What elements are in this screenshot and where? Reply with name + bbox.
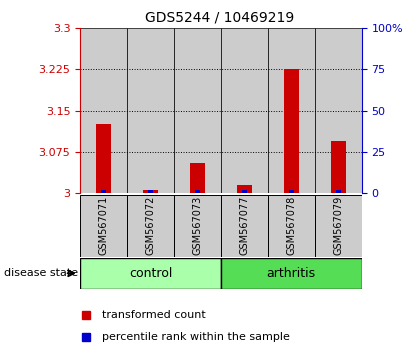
Bar [80,258,221,289]
Text: GSM567072: GSM567072 [145,196,155,255]
Bar [101,190,106,193]
Bar [174,195,221,257]
Bar [242,190,247,193]
Bar [237,185,252,193]
Bar [127,28,174,193]
Bar [221,195,268,257]
Bar [268,28,315,193]
Bar [143,190,158,193]
Text: GSM567079: GSM567079 [333,196,343,255]
Text: GSM567077: GSM567077 [239,196,249,255]
Bar [315,28,362,193]
Bar [315,195,362,257]
Bar [80,195,127,257]
Bar [289,190,293,193]
Text: percentile rank within the sample: percentile rank within the sample [102,332,290,342]
Text: GSM567071: GSM567071 [99,196,109,255]
Text: disease state: disease state [4,268,78,278]
Bar [284,69,299,193]
Bar [190,163,205,193]
Bar [127,195,174,257]
Bar [174,28,221,193]
Text: arthritis: arthritis [267,267,316,280]
Bar [148,190,153,193]
Bar [195,190,200,193]
Text: transformed count: transformed count [102,310,206,320]
Bar [80,28,127,193]
Bar [268,195,315,257]
Text: GSM567073: GSM567073 [192,196,203,255]
Bar [331,141,346,193]
Text: GSM567078: GSM567078 [286,196,296,255]
Bar [96,124,111,193]
Bar [221,28,268,193]
Text: control: control [129,267,172,280]
Text: GDS5244 / 10469219: GDS5244 / 10469219 [145,11,295,25]
Bar [221,258,362,289]
Bar [336,190,341,193]
